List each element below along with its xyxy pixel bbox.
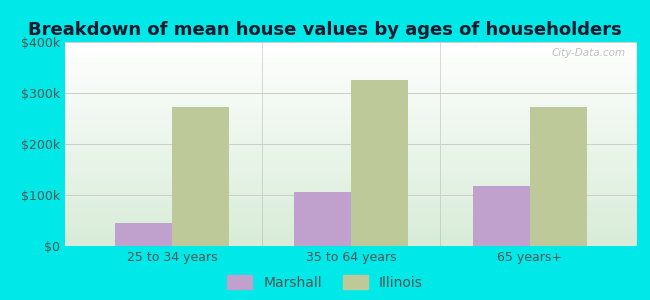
Bar xyxy=(294,193,351,246)
Bar xyxy=(115,223,172,246)
Bar xyxy=(172,107,229,246)
Legend: Marshall, Illinois: Marshall, Illinois xyxy=(227,275,422,290)
Bar xyxy=(530,107,587,246)
Bar xyxy=(351,80,408,246)
Bar xyxy=(473,186,530,246)
Text: City-Data.com: City-Data.com xyxy=(551,48,625,58)
Text: Breakdown of mean house values by ages of householders: Breakdown of mean house values by ages o… xyxy=(28,21,622,39)
